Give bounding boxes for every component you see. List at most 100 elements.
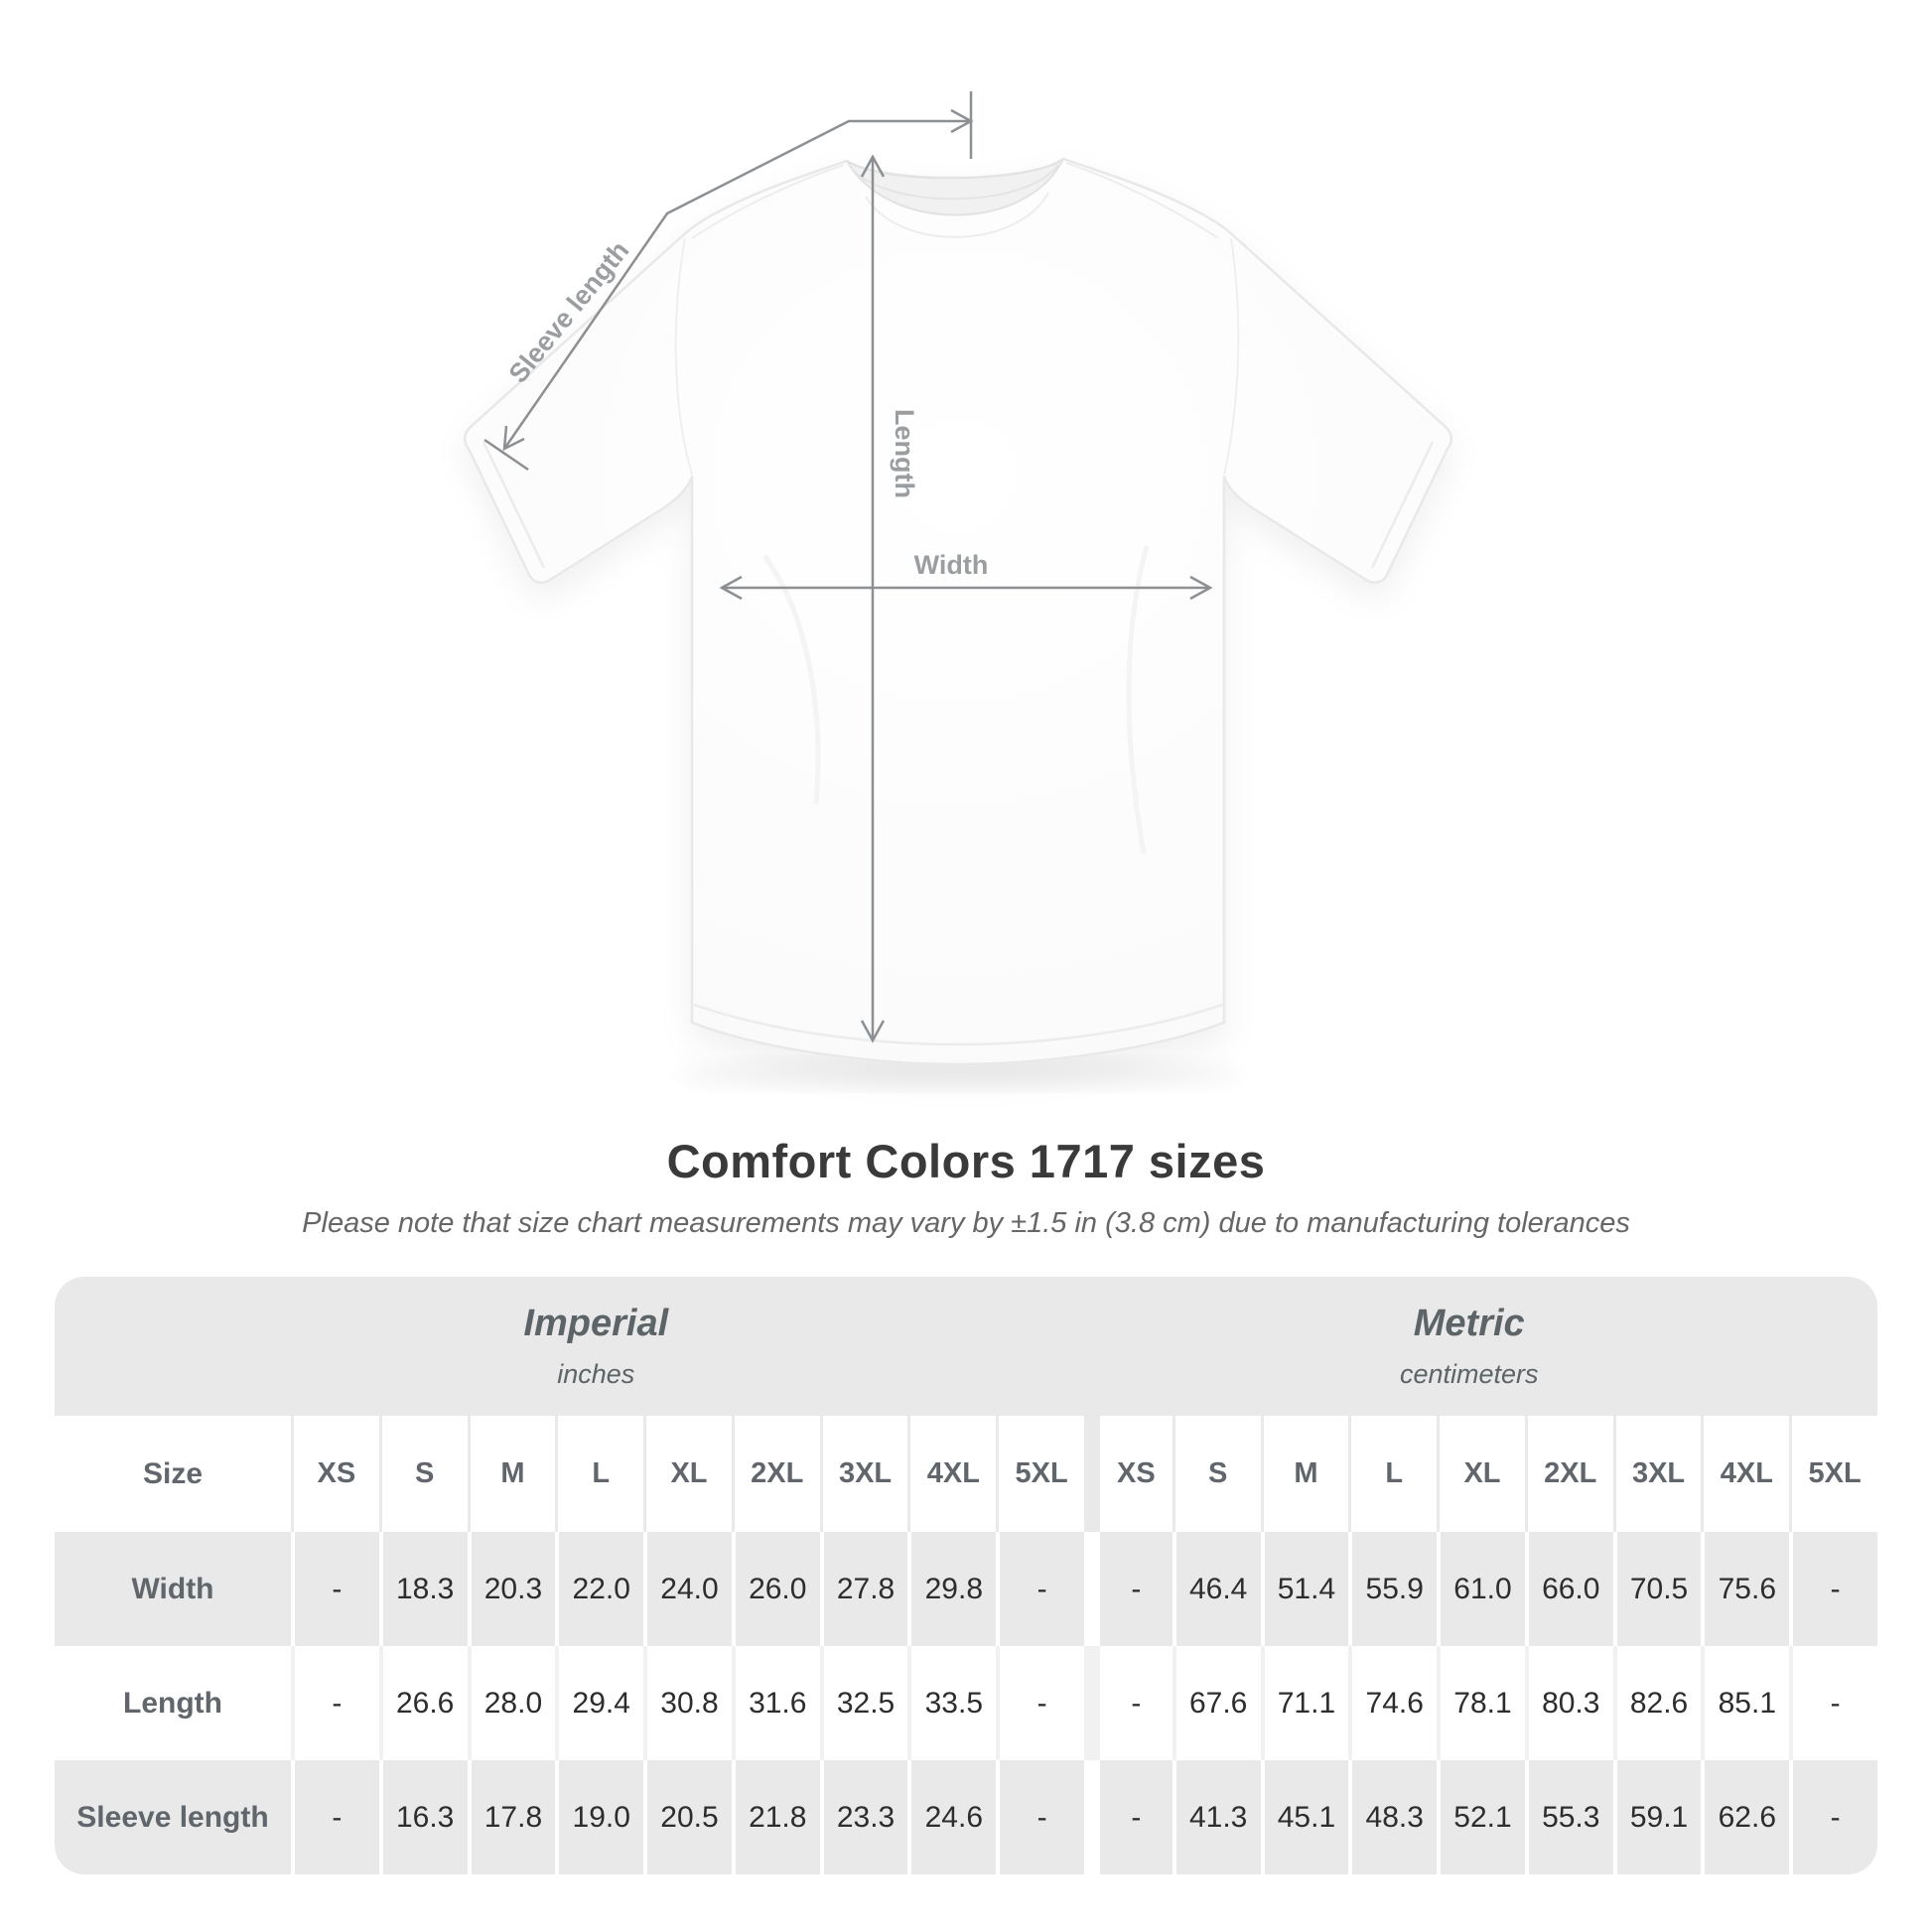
cuff-hem-left xyxy=(482,441,546,569)
col-header-imperial-s: S xyxy=(378,1416,468,1532)
value-cell-imperial-m: 20.3 xyxy=(467,1532,556,1646)
row-label: Width xyxy=(55,1532,291,1646)
value-cell-imperial-3xl: 23.3 xyxy=(819,1760,908,1874)
value-cell-imperial-m: 17.8 xyxy=(467,1760,556,1874)
size-header-row: Size XS S M L XL 2XL 3XL 4XL 5XL XS S M L XL 2XL 3XL 4XL… xyxy=(55,1416,1877,1532)
sleeve-seam-right xyxy=(1223,237,1240,476)
value-cell-metric-xs: - xyxy=(1084,1760,1173,1874)
value-cell-metric-2xl: 80.3 xyxy=(1524,1646,1613,1760)
value-cell-imperial-xl: 20.5 xyxy=(643,1760,732,1874)
col-header-metric-xs: XS xyxy=(1084,1416,1173,1532)
size-chart-table: Imperial inches Metric centimeters Size … xyxy=(55,1277,1877,1874)
shoulder-seam-right xyxy=(1065,162,1219,239)
length-arrowhead-bottom xyxy=(860,1020,886,1043)
value-cell-imperial-l: 19.0 xyxy=(555,1760,644,1874)
sleeve-length-dimension-line xyxy=(502,119,971,450)
value-cell-imperial-2xl: 21.8 xyxy=(731,1760,820,1874)
col-header-metric-3xl: 3XL xyxy=(1612,1416,1702,1532)
value-cell-metric-m: 45.1 xyxy=(1260,1760,1349,1874)
value-cell-metric-4xl: 85.1 xyxy=(1701,1646,1790,1760)
length-arrowhead-top xyxy=(860,154,886,178)
value-cell-metric-4xl: 62.6 xyxy=(1701,1760,1790,1874)
sleeve-length-annotation xyxy=(483,91,974,472)
width-arrowhead-left xyxy=(719,575,743,601)
value-cell-metric-5xl: - xyxy=(1789,1532,1877,1646)
sleeve-length-arrowhead-collar xyxy=(950,108,974,134)
col-header-metric-2xl: 2XL xyxy=(1524,1416,1613,1532)
value-cell-imperial-4xl: 33.5 xyxy=(907,1646,997,1760)
value-cell-metric-3xl: 82.6 xyxy=(1612,1646,1702,1760)
bottom-hem-line xyxy=(693,1003,1223,1046)
value-cell-imperial-m: 28.0 xyxy=(467,1646,556,1760)
value-cell-metric-m: 71.1 xyxy=(1260,1646,1349,1760)
metric-group-unit: centimeters xyxy=(1399,1359,1539,1389)
collar-opening xyxy=(846,158,1064,216)
value-cell-metric-xl: 61.0 xyxy=(1437,1532,1525,1646)
value-cell-imperial-4xl: 24.6 xyxy=(907,1760,997,1874)
value-cell-metric-l: 74.6 xyxy=(1348,1646,1438,1760)
value-cell-imperial-xs: - xyxy=(291,1532,379,1646)
value-cell-imperial-l: 22.0 xyxy=(555,1532,644,1646)
metric-group-header: Metric centimeters xyxy=(1400,1303,1539,1390)
width-annotation xyxy=(719,575,1213,601)
value-cell-metric-3xl: 70.5 xyxy=(1612,1532,1702,1646)
imperial-group-header: Imperial inches xyxy=(523,1303,668,1390)
value-cell-metric-s: 46.4 xyxy=(1172,1532,1261,1646)
value-cell-imperial-l: 29.4 xyxy=(555,1646,644,1760)
tshirt-size-diagram: Sleeve length Length Width xyxy=(463,91,1453,1090)
value-cell-metric-xl: 78.1 xyxy=(1437,1646,1525,1760)
sleeve-length-arrowhead-cuff xyxy=(502,425,525,452)
col-header-imperial-5xl: 5XL xyxy=(996,1416,1084,1532)
tshirt-body xyxy=(463,157,1453,1066)
value-cell-metric-m: 51.4 xyxy=(1260,1532,1349,1646)
table-row-sleeve-length: Sleeve length - 16.3 17.8 19.0 20.5 21.8 23.3 24… xyxy=(55,1760,1877,1874)
value-cell-imperial-5xl: - xyxy=(996,1760,1084,1874)
tolerance-note: Please note that size chart measurements… xyxy=(302,1207,1630,1239)
value-cell-imperial-3xl: 32.5 xyxy=(819,1646,908,1760)
col-header-imperial-xl: XL xyxy=(643,1416,732,1532)
col-header-imperial-4xl: 4XL xyxy=(907,1416,996,1532)
value-cell-metric-l: 55.9 xyxy=(1348,1532,1438,1646)
col-header-metric-s: S xyxy=(1172,1416,1261,1532)
length-annotation xyxy=(860,154,886,1043)
row-label: Sleeve length xyxy=(55,1760,291,1874)
value-cell-metric-5xl: - xyxy=(1789,1646,1877,1760)
collar-ribbing xyxy=(851,164,1059,201)
tshirt-ground-shadow xyxy=(675,1058,1241,1090)
page-title: Comfort Colors 1717 sizes xyxy=(666,1135,1266,1187)
value-cell-imperial-5xl: - xyxy=(996,1532,1084,1646)
value-cell-imperial-s: 16.3 xyxy=(378,1760,468,1874)
shoulder-seam-left xyxy=(691,164,845,239)
body-wrinkle-right xyxy=(1126,545,1150,855)
cuff-hem-right xyxy=(1370,441,1435,569)
col-header-imperial-xs: XS xyxy=(291,1416,379,1532)
metric-group-title: Metric xyxy=(1413,1303,1525,1344)
sleeve-end-tick xyxy=(483,438,529,472)
col-header-imperial-3xl: 3XL xyxy=(819,1416,908,1532)
value-cell-metric-l: 48.3 xyxy=(1348,1760,1438,1874)
unit-group-band: Imperial inches Metric centimeters xyxy=(55,1277,1877,1416)
value-cell-metric-2xl: 55.3 xyxy=(1524,1760,1613,1874)
value-cell-imperial-3xl: 27.8 xyxy=(819,1532,908,1646)
body-wrinkle-left xyxy=(761,554,821,805)
value-cell-metric-s: 41.3 xyxy=(1172,1760,1261,1874)
collar-stitch-line xyxy=(865,192,1049,238)
value-cell-metric-xl: 52.1 xyxy=(1437,1760,1525,1874)
row-label: Length xyxy=(55,1646,291,1760)
col-header-metric-m: M xyxy=(1260,1416,1349,1532)
value-cell-metric-2xl: 66.0 xyxy=(1524,1532,1613,1646)
width-arrowhead-right xyxy=(1189,575,1213,601)
value-cell-imperial-s: 26.6 xyxy=(378,1646,468,1760)
imperial-group-unit: inches xyxy=(557,1359,635,1389)
col-header-imperial-m: M xyxy=(467,1416,556,1532)
value-cell-imperial-s: 18.3 xyxy=(378,1532,468,1646)
col-header-metric-xl: XL xyxy=(1437,1416,1525,1532)
imperial-group-title: Imperial xyxy=(523,1303,669,1344)
value-cell-imperial-2xl: 31.6 xyxy=(731,1646,820,1760)
col-header-imperial-l: L xyxy=(555,1416,643,1532)
col-header-imperial-2xl: 2XL xyxy=(731,1416,820,1532)
table-row-width: Width -18.3 20.3 22.0 24.0 26.0 27.8 29.8- -46.4… xyxy=(55,1532,1877,1646)
col-header-metric-l: L xyxy=(1348,1416,1437,1532)
value-cell-metric-s: 67.6 xyxy=(1172,1646,1261,1760)
